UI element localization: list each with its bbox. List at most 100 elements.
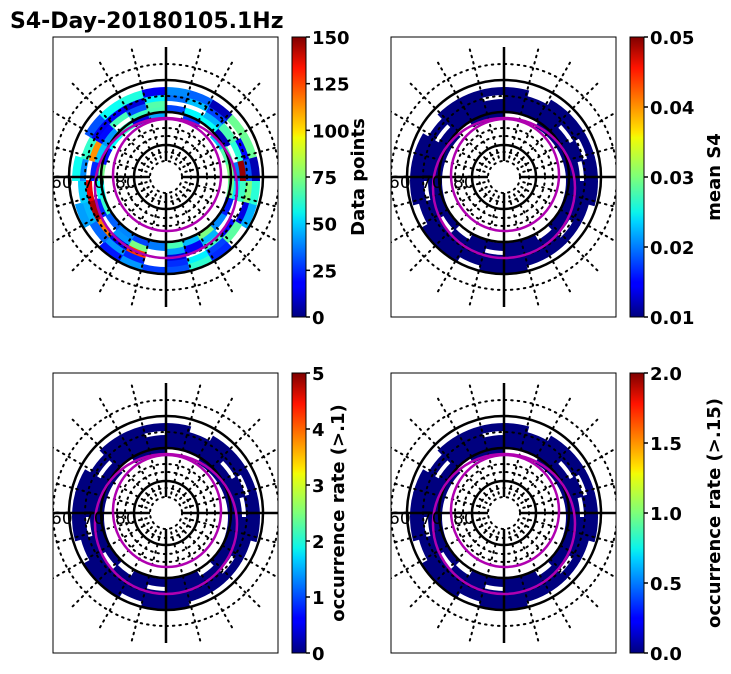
data-cell bbox=[105, 547, 123, 567]
data-cell bbox=[410, 516, 421, 542]
data-cell bbox=[202, 569, 224, 589]
lat-label: 80 bbox=[453, 173, 475, 193]
grid-spoke bbox=[435, 193, 495, 295]
data-cell bbox=[209, 548, 227, 567]
data-cell bbox=[118, 255, 144, 272]
grid-spoke bbox=[391, 181, 486, 209]
data-cell bbox=[111, 228, 132, 247]
data-cell bbox=[543, 573, 567, 594]
grid-spoke bbox=[170, 531, 202, 645]
data-cell bbox=[443, 547, 461, 567]
colorbar-tick-label: 100 bbox=[312, 121, 350, 142]
data-cell bbox=[116, 224, 135, 242]
data-cell bbox=[125, 437, 148, 453]
data-cell bbox=[465, 575, 487, 591]
data-cell bbox=[413, 469, 430, 495]
data-cell bbox=[181, 570, 201, 585]
data-cell bbox=[248, 181, 260, 207]
data-cell bbox=[218, 123, 238, 145]
grid-spoke bbox=[513, 395, 573, 497]
data-cell bbox=[84, 113, 106, 138]
lat-label: 80 bbox=[453, 509, 475, 529]
data-cell bbox=[418, 472, 436, 497]
data-cell bbox=[437, 99, 462, 121]
data-cell bbox=[540, 233, 562, 253]
colorbar-tick-label: 0.01 bbox=[650, 308, 694, 329]
data-cell bbox=[199, 229, 220, 248]
grid-spoke bbox=[182, 522, 278, 579]
data-cell bbox=[410, 155, 422, 181]
data-cell bbox=[121, 585, 146, 603]
data-cell bbox=[196, 224, 216, 242]
data-cell bbox=[537, 565, 558, 584]
colorbar-tick-label: 50 bbox=[312, 215, 337, 236]
data-cell bbox=[547, 548, 565, 567]
grid-spoke bbox=[520, 447, 616, 504]
colorbar-tick-label: 2 bbox=[312, 532, 325, 553]
data-cell bbox=[108, 109, 130, 129]
colorbar-label: occurrence rate (>.15) bbox=[704, 398, 725, 628]
data-cell bbox=[557, 533, 572, 553]
data-cell bbox=[78, 180, 89, 204]
data-cell bbox=[564, 114, 586, 139]
data-cell bbox=[541, 445, 563, 466]
data-cell bbox=[222, 454, 243, 478]
colorbar-tick-label: 0.0 bbox=[650, 644, 682, 665]
grid-spoke bbox=[391, 186, 488, 244]
colorbar-tick-label: 1.5 bbox=[650, 434, 682, 455]
colorbar-tick-label: 150 bbox=[312, 28, 350, 49]
data-cell bbox=[538, 451, 559, 470]
grid-spoke bbox=[179, 80, 263, 164]
grid-spoke bbox=[520, 111, 616, 168]
lat-label: 60 bbox=[389, 173, 411, 193]
data-cell bbox=[450, 450, 471, 469]
polar-area: 60 70 80 bbox=[389, 381, 616, 645]
lat-label: 60 bbox=[51, 173, 73, 193]
lat-label: 60 bbox=[389, 509, 411, 529]
data-cell bbox=[450, 114, 471, 133]
data-cell bbox=[103, 573, 126, 594]
grid-spoke bbox=[170, 195, 202, 309]
data-cell bbox=[107, 568, 129, 589]
colorbar-label: Data points bbox=[348, 118, 369, 236]
grid-spoke bbox=[468, 531, 500, 645]
data-cell bbox=[205, 573, 229, 594]
data-cell bbox=[127, 239, 149, 255]
colorbar-tick-label: 3 bbox=[312, 476, 325, 497]
data-cell bbox=[552, 463, 571, 484]
colorbar-tick-label: 5 bbox=[312, 364, 325, 385]
grid-spoke bbox=[175, 59, 235, 161]
oval-poleward bbox=[111, 117, 223, 233]
data-cell bbox=[410, 180, 421, 206]
data-cell bbox=[141, 423, 167, 434]
grid-spoke bbox=[513, 59, 573, 161]
data-cell bbox=[459, 585, 484, 603]
data-cell bbox=[463, 437, 486, 453]
grid-spoke bbox=[179, 416, 263, 500]
data-cell bbox=[520, 575, 542, 591]
data-cell bbox=[181, 234, 201, 249]
data-cell bbox=[504, 87, 530, 99]
data-cell bbox=[463, 101, 486, 117]
data-cell bbox=[200, 115, 221, 134]
grid-spoke bbox=[407, 80, 491, 164]
colorbar-occ-rate-015: 0.0 0.5 1.0 1.5 2.0 occurrence rate (>.15) bbox=[629, 364, 725, 665]
data-cell bbox=[248, 517, 260, 543]
data-cell bbox=[182, 575, 204, 591]
grid-spoke bbox=[53, 145, 148, 173]
colorbar-tick-label: 0.03 bbox=[650, 168, 694, 189]
panel-data-points: 60 70 80 0 25 50 75 100 125 150 Data points bbox=[51, 28, 369, 329]
colorbar-mean-s4: 0.01 0.02 0.03 0.04 0.05 mean S4 bbox=[629, 28, 725, 329]
panel-occ-rate-015: 60 70 80 0.0 0.5 1.0 1.5 2.0 occurrence rate (>.… bbox=[389, 364, 725, 665]
data-cell bbox=[422, 559, 444, 584]
grid-spoke bbox=[130, 531, 162, 645]
data-cell bbox=[147, 240, 166, 251]
data-cell bbox=[205, 237, 229, 258]
data-cell bbox=[214, 463, 233, 484]
data-cell bbox=[551, 551, 570, 572]
grid-spoke bbox=[184, 517, 278, 545]
data-cell bbox=[122, 431, 147, 448]
data-cell bbox=[121, 249, 146, 267]
